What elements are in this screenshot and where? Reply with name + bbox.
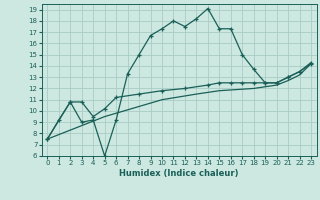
X-axis label: Humidex (Indice chaleur): Humidex (Indice chaleur) <box>119 169 239 178</box>
